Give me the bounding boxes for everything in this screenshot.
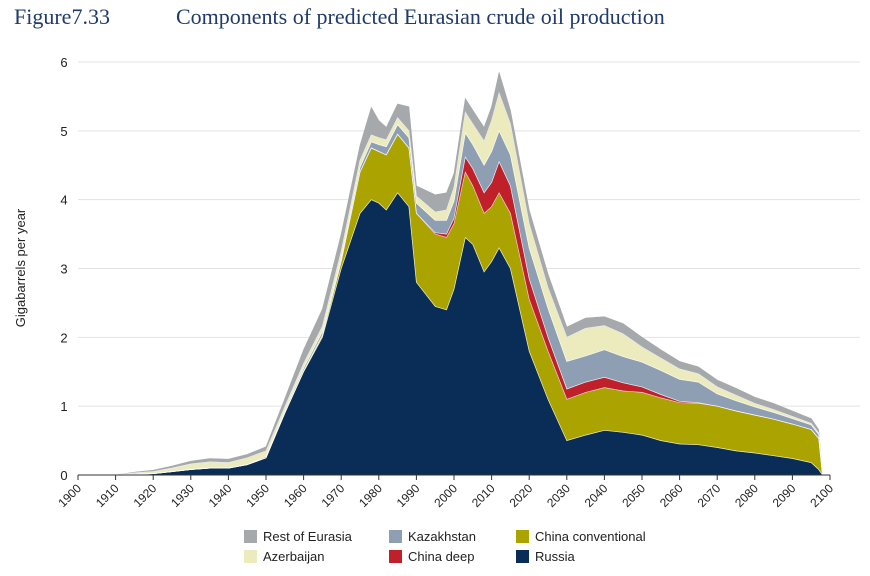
x-tick-label-2010: 2010 (469, 481, 498, 510)
y-tick-label-2: 2 (60, 330, 67, 345)
legend-swatch (516, 550, 529, 563)
x-tick-label-1900: 1900 (55, 481, 84, 510)
y-tick-label-5: 5 (60, 124, 67, 139)
x-tick-label-2050: 2050 (619, 481, 648, 510)
x-tick-label-2100: 2100 (807, 481, 836, 510)
x-tick-label-1930: 1930 (168, 481, 197, 510)
y-tick-label-6: 6 (60, 55, 67, 70)
x-tick-label-2060: 2060 (657, 481, 686, 510)
x-tick-label-2000: 2000 (431, 481, 460, 510)
legend-item-russia: Russia (516, 549, 575, 564)
figure-label: Figure7.33 (14, 4, 110, 29)
x-tick-label-1960: 1960 (281, 481, 310, 510)
x-tick-label-2090: 2090 (770, 481, 799, 510)
legend-label: China conventional (535, 529, 646, 544)
area-series (78, 72, 824, 476)
x-tick-label-1940: 1940 (206, 481, 235, 510)
legend-item-china-deep: China deep (389, 549, 475, 564)
x-tick-label-2070: 2070 (695, 481, 724, 510)
x-tick-label-1990: 1990 (394, 481, 423, 510)
y-tick-label-1: 1 (60, 399, 67, 414)
legend-swatch (389, 530, 402, 543)
chart-title: Components of predicted Eurasian crude o… (176, 4, 665, 29)
legend-swatch (244, 530, 257, 543)
legend-item-kazakhstan: Kazakhstan (389, 529, 476, 544)
legend-label: Azerbaijan (263, 549, 325, 564)
y-tick-label-0: 0 (60, 468, 67, 483)
x-tick-label-1920: 1920 (131, 481, 160, 510)
x-tick-label-2030: 2030 (544, 481, 573, 510)
y-tick-label-4: 4 (60, 193, 67, 208)
y-tick-label-3: 3 (60, 262, 67, 277)
x-tick-label-2080: 2080 (732, 481, 761, 510)
layer-separator-3 (78, 123, 823, 476)
legend-swatch (389, 550, 402, 563)
axes: 1900 1910 1920 1930 1940 1950 1960 1970 1980 1990… (55, 474, 836, 510)
x-tick-label-2040: 2040 (582, 481, 611, 510)
x-tick-label-1970: 1970 (319, 481, 348, 510)
x-tick-label-1910: 1910 (93, 481, 122, 510)
gridlines: 0 1 2 3 4 5 6 (60, 55, 860, 483)
x-tick-label-2020: 2020 (507, 481, 536, 510)
x-tick-label-1980: 1980 (356, 481, 385, 510)
y-axis-label: Gigabarrels per year (13, 208, 28, 327)
legend-swatch (244, 550, 257, 563)
legend-item-azerbaijan: Azerbaijan (244, 549, 324, 564)
layer-separator-4 (78, 91, 823, 476)
legend-label: Rest of Eurasia (263, 529, 352, 544)
legend-label: Russia (535, 549, 575, 564)
x-tick-label-1950: 1950 (243, 481, 272, 510)
legend-label: China deep (408, 549, 475, 564)
legend-swatch (516, 530, 529, 543)
legend-item-rest-of-eurasia: Rest of Eurasia (244, 529, 352, 544)
legend-label: Kazakhstan (408, 529, 476, 544)
legend-item-china-conventional: China conventional (516, 529, 646, 544)
